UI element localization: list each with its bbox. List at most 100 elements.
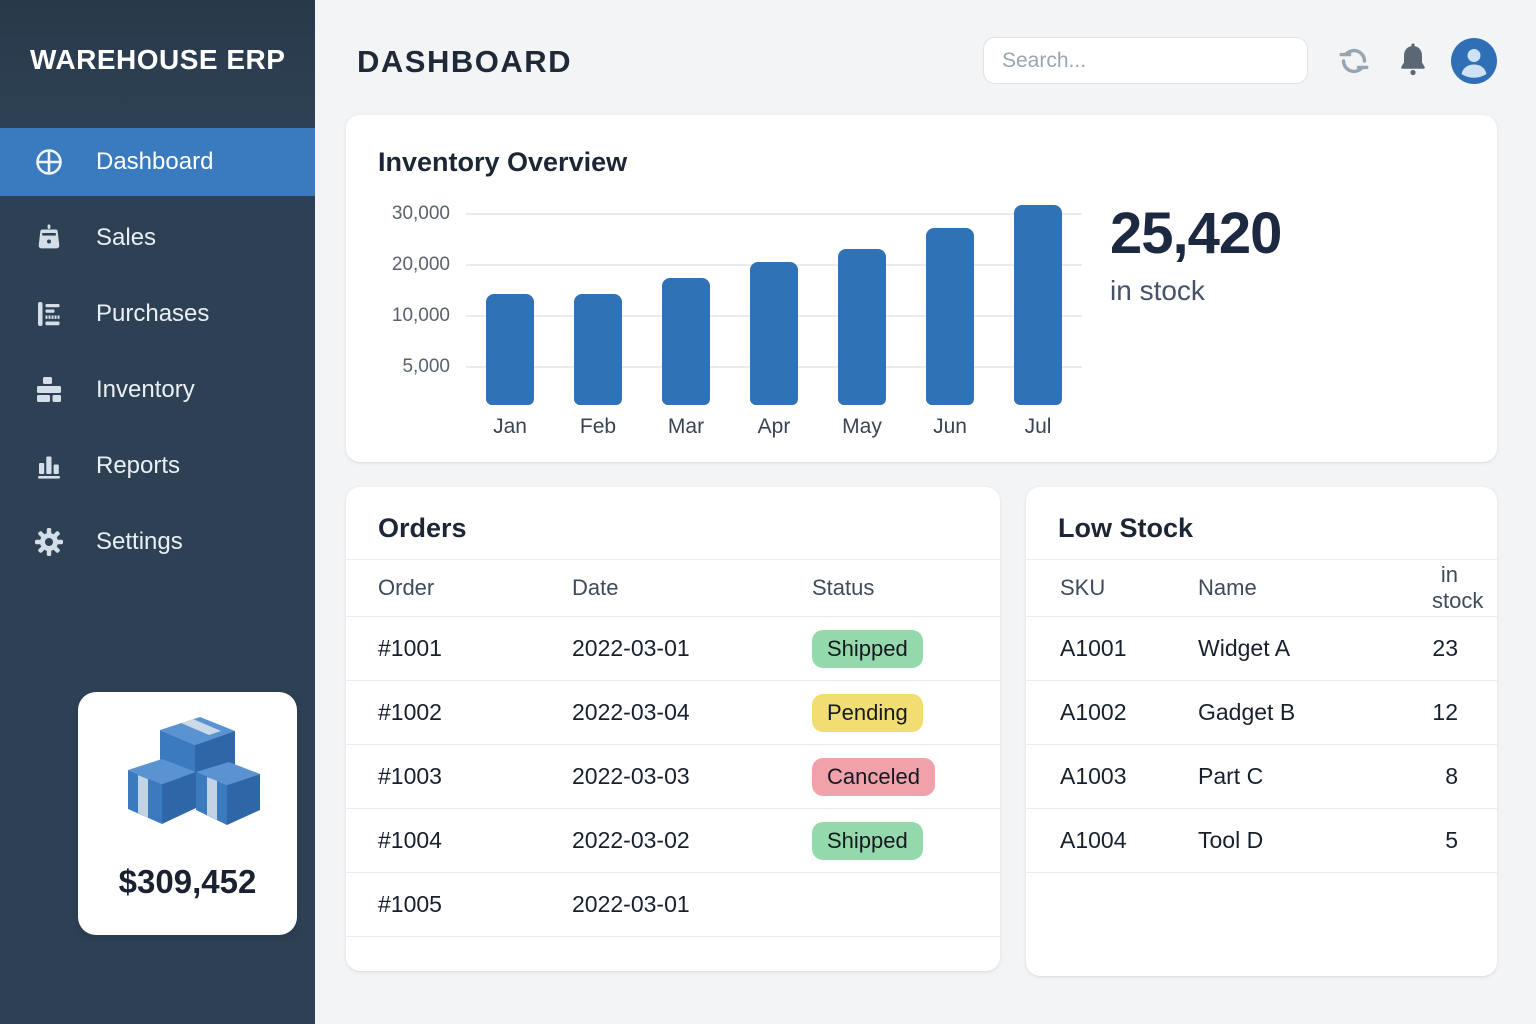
sidebar-item-label: Inventory — [96, 376, 195, 403]
low-stock-row[interactable]: A1001 Widget A 23 — [1026, 617, 1497, 681]
user-avatar[interactable] — [1451, 38, 1497, 84]
chart-bar — [662, 278, 710, 405]
order-date-cell: 2022-03-02 — [572, 827, 690, 853]
sku-cell: A1003 — [1060, 763, 1127, 789]
page-title: DASHBOARD — [357, 44, 572, 79]
name-cell: Part C — [1198, 763, 1264, 789]
chart-bar — [926, 228, 974, 405]
x-axis-tick-label: Mar — [667, 415, 705, 438]
sidebar-item-sales[interactable]: Sales — [0, 204, 315, 272]
sidebar-item-label: Purchases — [96, 300, 210, 327]
settings-icon — [35, 528, 63, 556]
orders-table-header: Order Date Status — [346, 560, 1000, 617]
order-id-cell: #1003 — [378, 763, 442, 789]
chart-x-axis: Jan Feb Mar Apr May Jun Jul — [466, 415, 1082, 439]
sidebar-item-settings[interactable]: Settings — [0, 508, 315, 576]
low-stock-row[interactable]: A1002 Gadget B 12 — [1026, 681, 1497, 745]
chart-bar-slot — [994, 205, 1082, 405]
y-axis-tick-label: 20,000 — [391, 254, 450, 275]
order-status-cell: Shipped — [812, 821, 1000, 860]
stock-total-caption: in stock — [1110, 275, 1205, 306]
order-date-cell: 2022-03-04 — [572, 699, 690, 725]
sidebar-nav: Dashboard Sales Purchas — [0, 128, 315, 584]
chart-bar-slot — [466, 294, 554, 405]
order-status-cell: Pending — [812, 693, 1000, 732]
x-axis-tick-label: Feb — [579, 415, 617, 438]
in-stock-cell: 5 — [1445, 827, 1458, 853]
bell-icon[interactable] — [1394, 41, 1432, 81]
in-stock-cell: 23 — [1432, 635, 1458, 661]
chart-gridline — [466, 213, 1082, 215]
sidebar-item-label: Sales — [96, 224, 157, 251]
column-header-date: Date — [572, 575, 619, 600]
sidebar-item-purchases[interactable]: Purchases — [0, 280, 315, 348]
inventory-bar-chart: 5,000 10,000 20,000 30,000 Jan Feb Mar Apr May J… — [366, 200, 1106, 450]
column-header-name: Name — [1198, 575, 1257, 600]
sidebar-item-inventory[interactable]: Inventory — [0, 356, 315, 424]
y-axis-tick-label: 5,000 — [402, 356, 450, 377]
order-id-cell: #1004 — [378, 827, 442, 853]
order-status-cell: Shipped — [812, 629, 1000, 668]
in-stock-cell: 12 — [1432, 699, 1458, 725]
column-header-order: Order — [378, 575, 435, 600]
chart-plot-area — [466, 200, 1082, 405]
status-badge: Canceled — [812, 757, 935, 796]
order-row[interactable]: #1004 2022-03-02 Shipped — [346, 809, 1000, 873]
stock-summary: 25,420 in stock — [1110, 200, 1282, 307]
chart-bar — [486, 294, 534, 405]
chart-bar — [574, 294, 622, 405]
orders-table-body: #1001 2022-03-01 Shipped #1002 2022-03-04 Pen… — [346, 617, 1000, 937]
sku-cell: A1004 — [1060, 827, 1127, 853]
order-date-cell: 2022-03-03 — [572, 763, 690, 789]
low-stock-row[interactable]: A1003 Part C 8 — [1026, 745, 1497, 809]
sidebar-item-reports[interactable]: Reports — [0, 432, 315, 500]
order-id-cell: #1001 — [378, 635, 442, 661]
sidebar-item-dashboard[interactable]: Dashboard — [0, 128, 315, 196]
sidebar: WAREHOUSE ERP Dashboard Sales — [0, 0, 315, 1024]
sidebar-item-label: Reports — [96, 452, 181, 479]
sidebar-item-label: Dashboard — [96, 148, 214, 175]
low-stock-row[interactable]: A1004 Tool D 5 — [1026, 809, 1497, 873]
order-row[interactable]: #1001 2022-03-01 Shipped — [346, 617, 1000, 681]
x-axis-tick-label: Jul — [1024, 415, 1052, 438]
inventory-overview-card: Inventory Overview 5,000 10,000 20,000 30,0… — [346, 115, 1497, 462]
order-status-cell: Canceled — [812, 757, 1000, 796]
order-id-cell: #1002 — [378, 699, 442, 725]
chart-bar-slot — [642, 278, 730, 405]
inventory-total-value: $309,452 — [118, 863, 257, 900]
sales-icon — [38, 224, 60, 249]
order-row[interactable]: #1005 2022-03-01 — [346, 873, 1000, 937]
dashboard-icon — [36, 149, 62, 175]
x-axis-tick-label: Jan — [493, 415, 527, 438]
low-stock-title: Low Stock — [1058, 513, 1194, 543]
x-axis-tick-label: May — [842, 415, 882, 438]
chart-bar-slot — [906, 228, 994, 405]
order-date-cell: 2022-03-01 — [572, 891, 690, 917]
y-axis-tick-label: 10,000 — [391, 305, 450, 326]
chart-bar-slot — [818, 249, 906, 405]
orders-title: Orders — [378, 513, 467, 543]
chart-bar — [750, 262, 798, 405]
name-cell: Widget A — [1198, 635, 1291, 661]
inventory-icon — [37, 377, 61, 402]
chart-bar-slot — [730, 262, 818, 405]
order-date-cell: 2022-03-01 — [572, 635, 690, 661]
status-badge: Shipped — [812, 629, 923, 668]
low-stock-card: Low Stock SKU Name in stock A1001 Widget … — [1026, 487, 1497, 976]
search-input[interactable] — [983, 37, 1308, 84]
chart-bars — [466, 200, 1082, 405]
status-badge: Pending — [812, 693, 923, 732]
name-cell: Tool D — [1198, 827, 1264, 853]
order-id-cell: #1005 — [378, 891, 442, 917]
chart-y-axis: 5,000 10,000 20,000 30,000 — [366, 200, 450, 405]
sku-cell: A1001 — [1060, 635, 1127, 661]
order-row[interactable]: #1003 2022-03-03 Canceled — [346, 745, 1000, 809]
reports-icon — [38, 456, 60, 479]
order-row[interactable]: #1002 2022-03-04 Pending — [346, 681, 1000, 745]
refresh-icon[interactable] — [1335, 42, 1373, 80]
purchases-icon — [38, 302, 60, 326]
boxes-illustration — [127, 717, 260, 825]
chart-bar — [1014, 205, 1062, 405]
stock-total-value: 25,420 — [1110, 201, 1282, 266]
status-badge: Shipped — [812, 821, 923, 860]
